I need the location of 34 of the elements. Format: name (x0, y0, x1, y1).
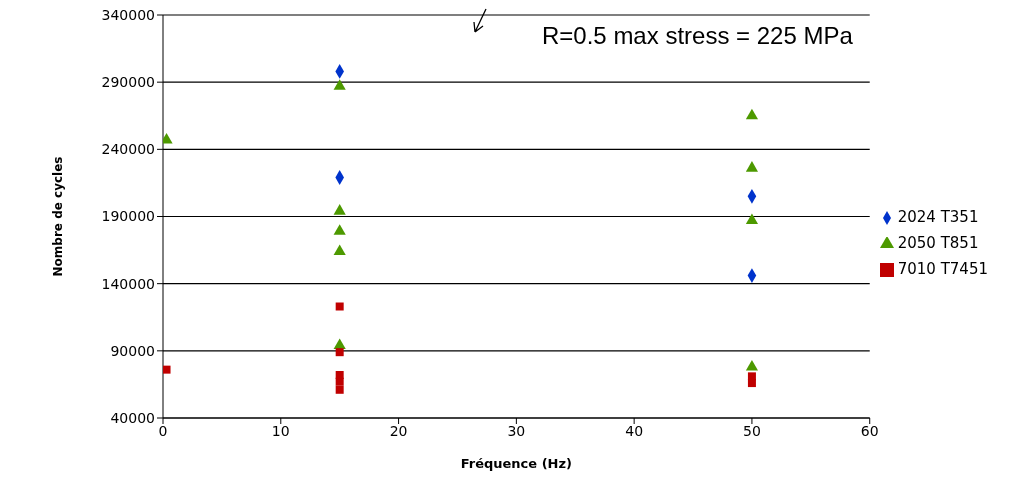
point (333, 244, 346, 255)
point (163, 365, 171, 374)
x-tick-label: 60 (860, 422, 879, 439)
y-tick-label: 40000 (110, 409, 155, 426)
x-tick-label: 20 (389, 422, 408, 439)
legend-label: 2024 T351 (897, 208, 979, 226)
point (333, 79, 346, 90)
y-tick-label: 340000 (101, 6, 155, 23)
point (745, 213, 759, 225)
point (747, 379, 756, 388)
y-tick-label: 190000 (101, 208, 155, 225)
y-tick-label: 90000 (110, 342, 155, 359)
y-tick-label: 140000 (101, 275, 155, 292)
x-tick-label: 0 (158, 422, 168, 439)
point (745, 108, 759, 120)
legend-label: 7010 T7451 (897, 260, 988, 278)
x-tick-label: 10 (271, 422, 290, 439)
y-tick-label: 290000 (101, 74, 155, 91)
point (335, 302, 344, 311)
x-tick-label: 40 (625, 422, 644, 439)
x-tick-label: 50 (743, 422, 761, 439)
y-tick-label: 240000 (101, 141, 155, 158)
x-axis-title: Fréquence (Hz) (460, 456, 573, 471)
point (335, 348, 344, 357)
annotation: R=0.5 max stress = 225 MPa (538, 20, 857, 52)
point (335, 385, 344, 394)
point (333, 224, 346, 235)
point (335, 377, 344, 386)
point (745, 359, 759, 371)
x-tick-label: 30 (507, 422, 526, 439)
legend-label: 2050 T851 (897, 234, 979, 252)
y-axis-title: Nombre de cycles (51, 156, 66, 277)
point (333, 204, 346, 215)
point (745, 161, 759, 172)
